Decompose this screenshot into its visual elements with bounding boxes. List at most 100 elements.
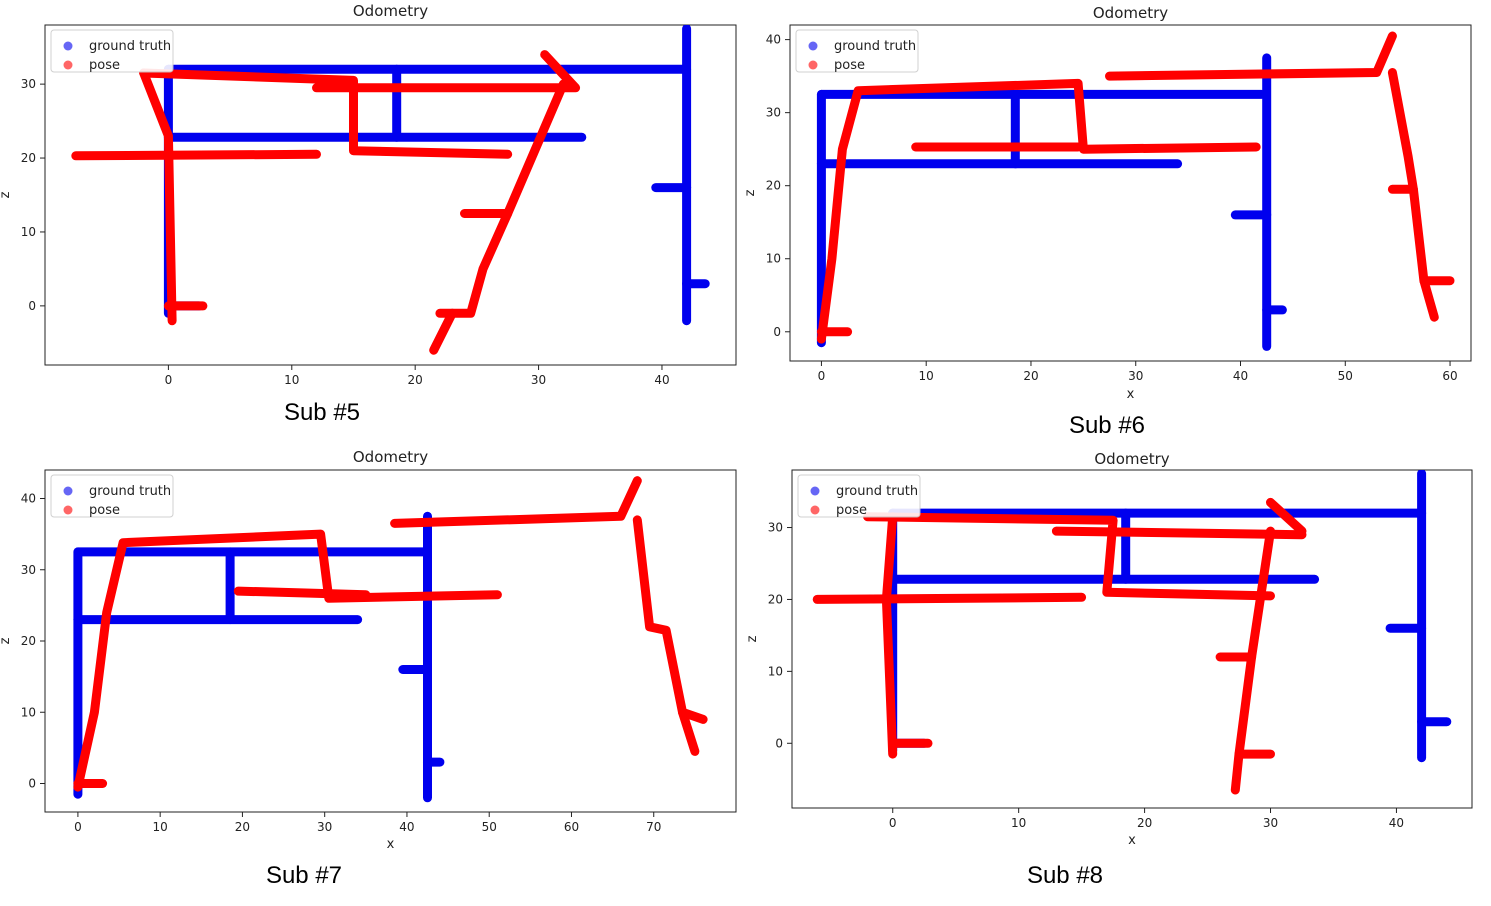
pose-trajectory bbox=[233, 586, 371, 600]
subplot-1: Odometry 0 10 20 30 40 0 10 20 30 z ground truth pos… bbox=[0, 2, 737, 426]
pose-trajectory bbox=[139, 68, 177, 326]
x-tick-label: 20 bbox=[1137, 816, 1152, 830]
x-tick-label: 40 bbox=[1389, 816, 1404, 830]
x-tick-label: 10 bbox=[1011, 816, 1026, 830]
pose-trajectory bbox=[632, 515, 708, 724]
series-layer bbox=[816, 31, 1455, 351]
x-tick-label: 20 bbox=[408, 373, 423, 387]
y-tick-label: 20 bbox=[768, 592, 783, 606]
legend-box bbox=[50, 474, 174, 518]
series-layer bbox=[71, 25, 710, 355]
legend-label: pose bbox=[89, 503, 120, 518]
y-tick-label: 30 bbox=[21, 563, 36, 577]
subplot-caption: Sub #8 bbox=[1027, 862, 1103, 889]
chart-title: Odometry bbox=[1093, 4, 1168, 22]
y-tick-label: 20 bbox=[21, 151, 36, 165]
legend-label: ground truth bbox=[89, 39, 171, 54]
ground-truth-legend-marker bbox=[63, 486, 73, 496]
x-tick-label: 60 bbox=[1442, 369, 1457, 383]
x-axis-label: x bbox=[1127, 387, 1135, 402]
x-tick-label: 20 bbox=[235, 820, 250, 834]
ground-truth-legend-marker bbox=[808, 41, 818, 51]
legend-label: pose bbox=[834, 58, 865, 73]
y-tick-label: 20 bbox=[766, 179, 781, 193]
pose-trajectory bbox=[816, 78, 1261, 344]
pose-trajectory bbox=[1266, 497, 1307, 536]
y-tick-label: 40 bbox=[766, 33, 781, 47]
series-layer bbox=[812, 470, 1452, 795]
y-tick-label: 40 bbox=[21, 492, 36, 506]
legend-label: ground truth bbox=[89, 484, 171, 499]
chart-title: Odometry bbox=[353, 2, 428, 20]
ground-truth-legend-marker bbox=[63, 41, 73, 51]
y-tick-label: 10 bbox=[766, 252, 781, 266]
x-tick-label: 20 bbox=[1023, 369, 1038, 383]
x-tick-label: 60 bbox=[564, 820, 579, 834]
y-tick-label: 10 bbox=[768, 664, 783, 678]
y-tick-label: 0 bbox=[775, 736, 783, 750]
subplot-2: Odometry 0 10 20 30 40 50 60 0 10 20 30 40 x z ground t… bbox=[743, 4, 1472, 439]
pose-trajectory bbox=[812, 592, 1087, 604]
y-tick-label: 0 bbox=[28, 299, 36, 313]
y-tick-label: 30 bbox=[766, 106, 781, 120]
legend-label: pose bbox=[836, 503, 867, 518]
pose-trajectory bbox=[73, 529, 502, 792]
pose-trajectory bbox=[1247, 526, 1275, 662]
pose-trajectory bbox=[1387, 68, 1418, 194]
x-tick-label: 30 bbox=[317, 820, 332, 834]
plot-frame bbox=[791, 469, 1473, 809]
pose-legend-marker bbox=[810, 505, 820, 515]
x-tick-label: 50 bbox=[482, 820, 497, 834]
x-tick-label: 0 bbox=[165, 373, 173, 387]
series-layer bbox=[73, 476, 708, 803]
x-tick-label: 40 bbox=[1233, 369, 1248, 383]
y-tick-label: 10 bbox=[21, 225, 36, 239]
y-tick-label: 10 bbox=[21, 705, 36, 719]
pose-trajectory bbox=[390, 476, 642, 528]
ground-truth-legend-marker bbox=[810, 486, 820, 496]
legend-box bbox=[795, 29, 919, 73]
x-tick-label: 0 bbox=[74, 820, 82, 834]
subplot-caption: Sub #6 bbox=[1069, 412, 1145, 439]
pose-trajectory bbox=[863, 512, 1275, 601]
legend: ground truth pose bbox=[797, 474, 921, 518]
plot-frame bbox=[44, 469, 737, 813]
x-tick-label: 30 bbox=[531, 373, 546, 387]
legend-label: ground truth bbox=[836, 484, 918, 499]
y-axis-label: z bbox=[0, 191, 13, 198]
y-tick-label: 30 bbox=[21, 77, 36, 91]
pose-legend-marker bbox=[808, 60, 818, 70]
y-tick-label: 20 bbox=[21, 634, 36, 648]
legend-label: ground truth bbox=[834, 39, 916, 54]
x-tick-label: 0 bbox=[818, 369, 826, 383]
x-tick-label: 10 bbox=[284, 373, 299, 387]
legend: ground truth pose bbox=[50, 29, 174, 73]
pose-trajectory bbox=[881, 512, 898, 759]
x-tick-label: 10 bbox=[153, 820, 168, 834]
x-tick-label: 50 bbox=[1338, 369, 1353, 383]
subplot-3: Odometry 0 10 20 30 40 50 60 70 0 10 20 30 40 x z ground… bbox=[0, 448, 737, 889]
chart-title: Odometry bbox=[353, 448, 428, 466]
x-tick-label: 40 bbox=[654, 373, 669, 387]
legend-box bbox=[797, 474, 921, 518]
pose-trajectory bbox=[1419, 276, 1439, 322]
pose-legend-marker bbox=[63, 60, 73, 70]
pose-trajectory bbox=[1051, 526, 1307, 540]
subplot-caption: Sub #5 bbox=[284, 399, 360, 426]
pose-trajectory bbox=[71, 149, 321, 161]
x-tick-label: 30 bbox=[1128, 369, 1143, 383]
x-axis-label: x bbox=[387, 837, 395, 852]
plot-frame bbox=[44, 24, 737, 366]
pose-legend-marker bbox=[63, 505, 73, 515]
pose-trajectory bbox=[1105, 31, 1397, 81]
pose-trajectory bbox=[678, 707, 700, 756]
pose-trajectory bbox=[1230, 749, 1244, 795]
y-tick-label: 0 bbox=[28, 777, 36, 791]
pose-trajectory bbox=[429, 308, 457, 355]
x-tick-label: 30 bbox=[1263, 816, 1278, 830]
subplot-4: Odometry 0 10 20 30 40 0 10 20 30 x z ground truth po… bbox=[745, 450, 1473, 889]
x-axis-label: x bbox=[1128, 833, 1136, 848]
plot-frame bbox=[789, 24, 1472, 362]
y-tick-label: 30 bbox=[768, 521, 783, 535]
